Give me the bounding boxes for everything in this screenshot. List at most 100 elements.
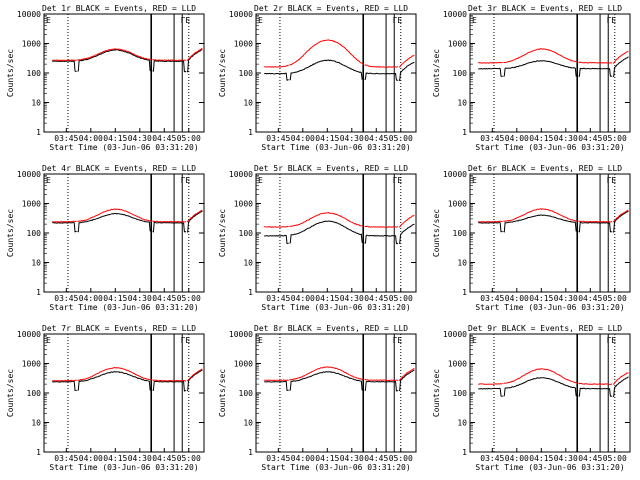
x-tick-label: 04:00 xyxy=(505,294,529,303)
series-line-events xyxy=(52,369,203,392)
y-axis-label: Counts/sec xyxy=(218,369,227,417)
series-line-lld xyxy=(52,208,203,223)
corner-mark-left: E xyxy=(258,336,263,345)
plot-frame xyxy=(469,13,631,133)
series-line-lld xyxy=(52,366,203,382)
panel-det-2r: Det 2r BLACK = Events, RED = LLD 1 10 100 10… xyxy=(218,4,417,152)
x-tick-label: 03:45 xyxy=(54,294,78,303)
x-tick-label: 04:45 xyxy=(364,134,388,143)
panel-det-8r: Det 8r BLACK = Events, RED = LLD 1 10 100 10… xyxy=(218,324,417,472)
x-tick-label: 04:15 xyxy=(103,134,127,143)
y-tick-label: 10000 xyxy=(229,10,253,19)
series-line-lld xyxy=(478,48,629,64)
y-tick-label: 10 xyxy=(31,99,41,108)
x-tick-label: 03:45 xyxy=(54,454,78,463)
x-tick-label: 04:45 xyxy=(364,294,388,303)
corner-mark-right: ΓE xyxy=(607,336,617,345)
x-tick-label: 03:45 xyxy=(266,294,290,303)
series-line-lld xyxy=(263,212,415,228)
x-tick-label: 04:00 xyxy=(291,294,315,303)
x-tick-label: 03:45 xyxy=(480,294,504,303)
plot-frame xyxy=(43,333,205,453)
y-axis-label: Counts/sec xyxy=(6,209,15,257)
y-tick-label: 1000 xyxy=(234,360,253,369)
x-tick-label: 03:45 xyxy=(54,134,78,143)
y-tick-label: 10 xyxy=(457,419,467,428)
series-line-events xyxy=(478,56,629,78)
x-tick-label: 04:30 xyxy=(128,294,152,303)
series-line-events xyxy=(52,210,203,233)
x-tick-label: 03:45 xyxy=(480,454,504,463)
panel-det-9r: Det 9r BLACK = Events, RED = LLD 1 10 100 10… xyxy=(432,324,631,472)
y-tick-label: 10000 xyxy=(17,10,41,19)
y-tick-label: 1 xyxy=(248,288,253,297)
y-tick-label: 10000 xyxy=(229,330,253,339)
corner-mark-left: E xyxy=(258,16,263,25)
y-tick-label: 1 xyxy=(462,128,467,137)
series-line-lld xyxy=(478,208,629,223)
x-tick-label: 03:45 xyxy=(480,134,504,143)
x-tick-label: 04:15 xyxy=(103,454,127,463)
y-tick-label: 1 xyxy=(36,448,41,457)
x-tick-label: 05:00 xyxy=(177,134,201,143)
y-tick-label: 1000 xyxy=(234,40,253,49)
x-tick-label: 04:45 xyxy=(152,134,176,143)
y-tick-label: 100 xyxy=(453,389,468,398)
x-tick-label: 05:00 xyxy=(177,294,201,303)
x-tick-label: 04:15 xyxy=(315,294,339,303)
series-line-events xyxy=(478,376,629,398)
x-tick-label: 05:00 xyxy=(389,134,413,143)
x-tick-label: 04:45 xyxy=(578,294,602,303)
panel-title: Det 3r BLACK = Events, RED = LLD xyxy=(468,4,622,13)
corner-mark-right: ΓE xyxy=(607,16,617,25)
series-line-events xyxy=(264,220,415,245)
corner-mark-left: E xyxy=(472,176,477,185)
y-axis-label: Counts/sec xyxy=(218,209,227,257)
corner-mark-left: E xyxy=(472,336,477,345)
series-line-lld xyxy=(52,48,203,62)
y-tick-label: 10000 xyxy=(443,10,467,19)
corner-mark-right: ΓE xyxy=(181,176,191,185)
corner-mark-left: E xyxy=(46,16,51,25)
corner-mark-right: ΓE xyxy=(181,336,191,345)
x-tick-label: 05:00 xyxy=(389,454,413,463)
plot-frame xyxy=(469,173,631,293)
series-line-events xyxy=(478,210,629,233)
x-tick-label: 04:00 xyxy=(291,134,315,143)
panel-det-3r: Det 3r BLACK = Events, RED = LLD 1 10 100 10… xyxy=(432,4,631,152)
y-tick-label: 100 xyxy=(453,69,468,78)
panel-title: Det 7r BLACK = Events, RED = LLD xyxy=(42,324,196,333)
x-tick-label: 05:00 xyxy=(603,454,627,463)
y-tick-label: 10 xyxy=(243,99,253,108)
panel-det-5r: Det 5r BLACK = Events, RED = LLD 1 10 100 10… xyxy=(218,164,417,312)
corner-mark-right: ΓE xyxy=(393,336,403,345)
x-tick-label: 04:45 xyxy=(364,454,388,463)
y-tick-label: 1000 xyxy=(448,40,467,49)
y-tick-label: 100 xyxy=(27,229,42,238)
x-tick-label: 04:30 xyxy=(340,134,364,143)
y-tick-label: 10 xyxy=(31,259,41,268)
corner-mark-left: E xyxy=(46,336,51,345)
corner-mark-left: E xyxy=(472,16,477,25)
x-tick-label: 04:00 xyxy=(505,134,529,143)
x-tick-label: 05:00 xyxy=(389,294,413,303)
corner-mark-right: ΓE xyxy=(393,176,403,185)
x-tick-label: 04:30 xyxy=(128,134,152,143)
x-axis-label: Start Time (03-Jun-06 03:31:20) xyxy=(261,463,410,472)
y-axis-label: Counts/sec xyxy=(432,369,441,417)
y-tick-label: 10000 xyxy=(229,170,253,179)
plot-frame xyxy=(255,333,417,453)
y-tick-label: 10 xyxy=(243,259,253,268)
y-tick-label: 1000 xyxy=(234,200,253,209)
panel-title: Det 8r BLACK = Events, RED = LLD xyxy=(254,324,408,333)
x-tick-label: 04:15 xyxy=(315,134,339,143)
x-tick-label: 04:30 xyxy=(554,134,578,143)
x-tick-label: 04:45 xyxy=(578,454,602,463)
corner-mark-left: E xyxy=(46,176,51,185)
y-tick-label: 10 xyxy=(243,419,253,428)
x-tick-label: 04:45 xyxy=(152,294,176,303)
y-tick-label: 1 xyxy=(248,128,253,137)
x-tick-label: 04:15 xyxy=(529,454,553,463)
plot-frame xyxy=(255,13,417,133)
